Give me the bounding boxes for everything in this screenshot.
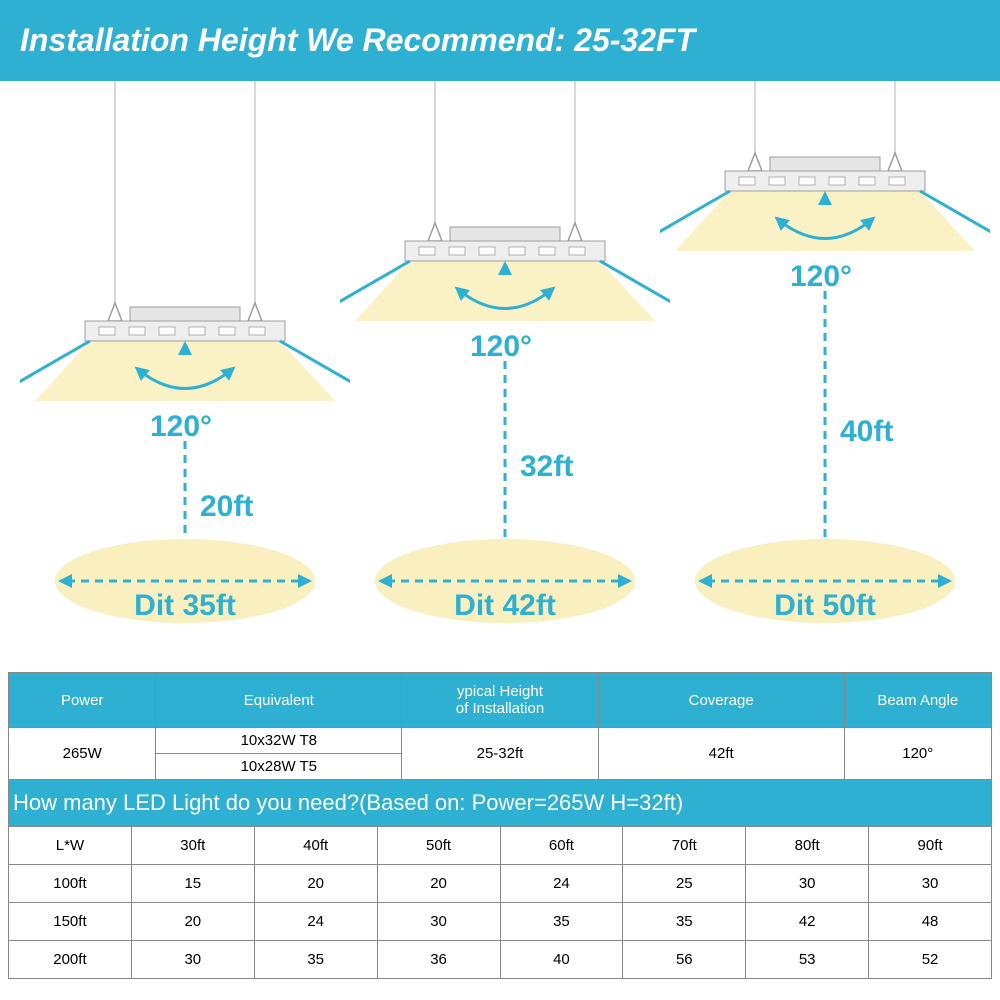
svg-text:Dit 42ft: Dit 42ft bbox=[454, 589, 556, 622]
svg-text:120°: 120° bbox=[150, 410, 212, 443]
need-table: How many LED Light do you need?(Based on… bbox=[8, 779, 992, 979]
header-title: Installation Height We Recommend: 25-32F… bbox=[20, 22, 695, 58]
spec-header: ypical Heightof Installation bbox=[402, 673, 599, 728]
tables-container: PowerEquivalentypical Heightof Installat… bbox=[8, 672, 992, 979]
need-banner: How many LED Light do you need?(Based on… bbox=[9, 780, 992, 827]
svg-text:20ft: 20ft bbox=[200, 490, 253, 523]
spec-header: Equivalent bbox=[156, 673, 402, 728]
light-scene-1: 120° 20ft Dit 35ft bbox=[20, 81, 350, 641]
spec-header: Beam Angle bbox=[844, 673, 991, 728]
spec-header: Power bbox=[9, 673, 156, 728]
svg-text:120°: 120° bbox=[470, 330, 532, 363]
diagram-area: 120° 20ft Dit 35ft 120° 32ft Dit 42ft 120° 40ft… bbox=[0, 81, 1000, 631]
svg-text:32ft: 32ft bbox=[520, 450, 573, 483]
header-banner: Installation Height We Recommend: 25-32F… bbox=[0, 0, 1000, 81]
svg-text:Dit 35ft: Dit 35ft bbox=[134, 589, 236, 622]
svg-text:40ft: 40ft bbox=[840, 415, 893, 448]
light-scene-3: 120° 40ft Dit 50ft bbox=[660, 81, 990, 641]
svg-text:Dit 50ft: Dit 50ft bbox=[774, 589, 876, 622]
light-scene-2: 120° 32ft Dit 42ft bbox=[340, 81, 670, 641]
spec-header: Coverage bbox=[598, 673, 844, 728]
spec-table: PowerEquivalentypical Heightof Installat… bbox=[8, 672, 992, 780]
svg-text:120°: 120° bbox=[790, 260, 852, 293]
